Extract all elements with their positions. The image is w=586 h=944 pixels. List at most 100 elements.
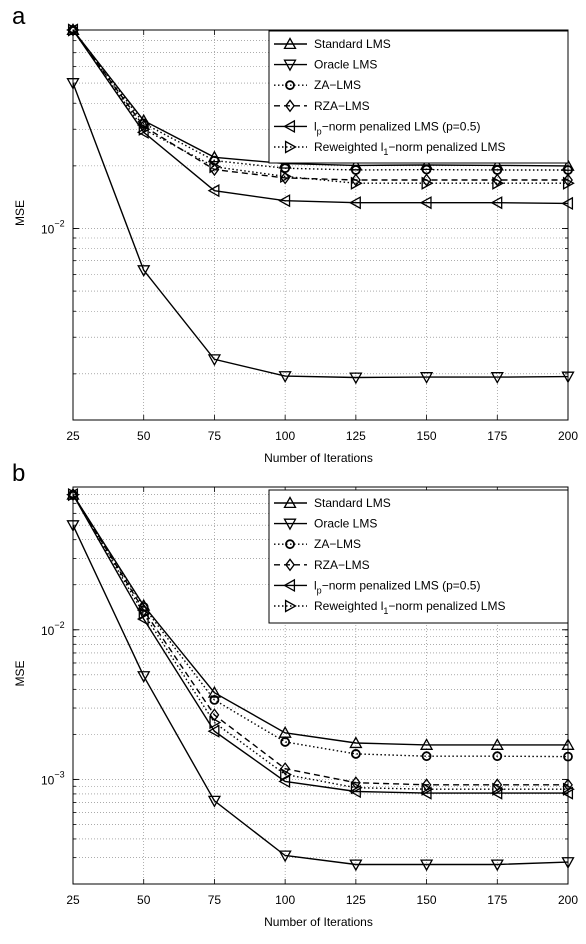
y-axis-label: MSE xyxy=(13,200,27,226)
data-point xyxy=(349,372,363,385)
legend-label: lp−norm penalized LMS (p=0.5) xyxy=(314,119,480,136)
data-point xyxy=(67,488,80,502)
data-point xyxy=(419,859,434,872)
legend-entry: Oracle LMS xyxy=(274,58,377,72)
data-point xyxy=(561,196,574,211)
data-point xyxy=(207,184,220,198)
x-tick-label: 175 xyxy=(487,893,507,907)
x-tick-label: 125 xyxy=(346,893,366,907)
legend-marker xyxy=(283,496,297,509)
data-point xyxy=(136,612,149,626)
data-point xyxy=(562,782,575,796)
legend-box xyxy=(268,30,569,164)
x-tick-label: 50 xyxy=(137,429,151,443)
legend-label: Reweighted l1−norm penalized LMS xyxy=(314,140,505,157)
plot-frame xyxy=(72,29,569,421)
data-point xyxy=(280,737,291,747)
legend-entry: Standard LMS xyxy=(274,496,391,510)
legend-marker xyxy=(285,80,295,91)
data-point xyxy=(207,795,222,808)
legend-entry: RZA−LMS xyxy=(274,558,370,572)
data-point xyxy=(137,671,151,683)
data-point xyxy=(209,715,222,730)
data-point xyxy=(350,749,361,759)
legend-label: ZA−LMS xyxy=(314,78,361,92)
x-tick-label: 200 xyxy=(558,429,578,443)
x-tick-label: 150 xyxy=(417,429,437,443)
x-tick-label: 50 xyxy=(137,893,151,907)
legend-entry: Standard LMS xyxy=(274,37,391,51)
panel-label: b xyxy=(12,460,25,487)
data-point xyxy=(67,23,80,37)
legend-label: Oracle LMS xyxy=(314,58,377,72)
legend-marker xyxy=(283,119,296,134)
legend-label: Reweighted l1−norm penalized LMS xyxy=(314,599,505,616)
data-point xyxy=(280,762,291,776)
panel-label: a xyxy=(12,3,26,30)
legend-marker xyxy=(284,599,297,613)
plot-frame xyxy=(72,486,569,885)
data-point xyxy=(278,850,292,863)
y-axis-label: MSE xyxy=(13,660,27,686)
data-point xyxy=(419,738,434,750)
data-point xyxy=(490,859,504,872)
data-point xyxy=(349,784,361,799)
data-point xyxy=(278,194,291,208)
series-line xyxy=(72,29,569,167)
data-point xyxy=(136,125,149,139)
data-point xyxy=(350,781,363,795)
data-point xyxy=(209,694,220,705)
series-line xyxy=(72,29,569,205)
series-line xyxy=(72,29,568,181)
x-tick-label: 100 xyxy=(275,429,295,443)
y-tick-label: 10−3 xyxy=(41,769,65,787)
legend-marker xyxy=(283,37,297,50)
legend-entry: Reweighted l1−norm penalized LMS xyxy=(274,599,505,616)
chart-panel-a: a 25 50 75 100 125 150 175 200 10−2 Number of Iter… xyxy=(12,3,578,465)
data-point xyxy=(349,158,363,171)
x-tick-label: 125 xyxy=(346,429,366,443)
x-tick-label: 25 xyxy=(66,429,80,443)
legend-entry: lp−norm penalized LMS (p=0.5) xyxy=(274,119,480,136)
x-axis-label: Number of Iterations xyxy=(264,915,373,929)
series-line xyxy=(72,494,568,794)
legend: Standard LMS Oracle LMS ZA−LMS RZA−LMS lp−no… xyxy=(268,30,569,164)
legend-marker xyxy=(285,558,295,572)
data-point xyxy=(561,786,574,800)
data-point xyxy=(419,158,434,171)
x-tick-label: 75 xyxy=(208,429,222,443)
data-point xyxy=(209,708,220,722)
x-tick-label: 100 xyxy=(275,893,295,907)
x-axis-label: Number of Iterations xyxy=(264,451,373,465)
data-point xyxy=(278,774,291,788)
chart-panel-b: b 25 50 75 100 125 150 175 200 10−2 10−3 Number of … xyxy=(12,460,578,929)
data-point xyxy=(207,685,222,698)
legend-entry: lp−norm penalized LMS (p=0.5) xyxy=(274,578,480,595)
legend-marker xyxy=(285,539,295,550)
data-point xyxy=(280,171,291,185)
series-line xyxy=(72,494,568,746)
series-5 xyxy=(67,488,575,796)
x-tick-label: 75 xyxy=(208,893,222,907)
data-point xyxy=(419,372,434,384)
y-tick-label: 10−2 xyxy=(41,620,65,638)
data-point xyxy=(492,751,503,762)
data-point xyxy=(137,265,151,278)
series-line xyxy=(72,494,569,758)
legend-label: Standard LMS xyxy=(314,37,391,51)
legend-entry: Reweighted l1−norm penalized LMS xyxy=(274,140,505,157)
y-tick-label: 10−2 xyxy=(41,218,65,236)
data-point xyxy=(280,767,292,782)
data-point xyxy=(492,176,505,190)
data-point xyxy=(490,786,503,800)
legend-marker xyxy=(284,140,297,154)
x-tick-label: 175 xyxy=(487,429,507,443)
legend-label: Standard LMS xyxy=(314,496,391,510)
data-point xyxy=(207,354,222,367)
data-point xyxy=(138,122,151,136)
data-point xyxy=(209,160,222,174)
data-point xyxy=(492,782,505,796)
data-point xyxy=(421,751,432,762)
legend-label: ZA−LMS xyxy=(314,537,361,551)
